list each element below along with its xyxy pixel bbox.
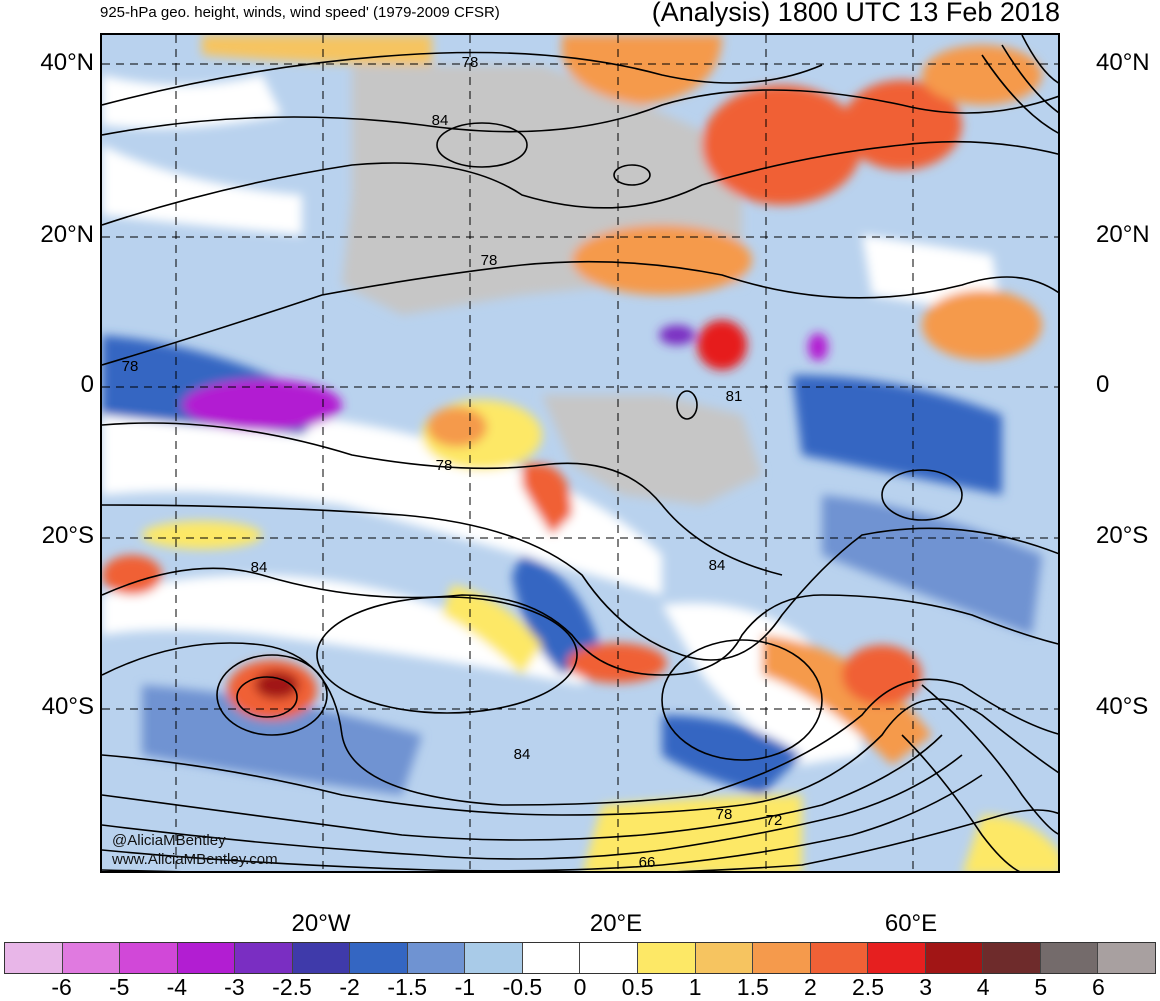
colorbar-tick-label: 2 (803, 974, 817, 1000)
contour-label: 78 (716, 806, 733, 823)
colorbar-tick-label: -1.5 (387, 974, 428, 1000)
contour-label: 72 (766, 812, 783, 829)
colorbar-tick-label: 6 (1091, 974, 1105, 1000)
contour-label: 81 (726, 388, 743, 405)
colorbar-segment (753, 943, 811, 973)
lat-label-40n-left: 40°N (40, 49, 94, 76)
colorbar (4, 942, 1156, 974)
contour-label: 78 (122, 358, 139, 375)
colorbar-tick-label: -2.5 (272, 974, 312, 1000)
map-subtitle: 925-hPa geo. height, winds, wind speed' … (100, 4, 500, 21)
colorbar-tick-label: 4 (976, 974, 990, 1000)
colorbar-tick-label: -2 (339, 974, 360, 1000)
colorbar-tick-label: -4 (166, 974, 188, 1000)
contour-label: 78 (462, 54, 479, 71)
colorbar-tick-label: 1.5 (736, 974, 769, 1000)
weather-map: 78 84 78 78 78 84 84 84 78 72 66 81 (100, 33, 1060, 873)
contour-label: 84 (514, 746, 531, 763)
colorbar-tick-label: 0 (573, 974, 587, 1000)
colorbar-segment (5, 943, 63, 973)
colorbar-tick-label: -5 (108, 974, 130, 1000)
lon-label-60e: 60°E (884, 910, 938, 937)
contour-label: 78 (436, 457, 453, 474)
colorbar-tick-label: -3 (224, 974, 245, 1000)
colorbar-tick-label: 2.5 (852, 974, 884, 1000)
colorbar-segment (983, 943, 1041, 973)
credit-website: www.AliciaMBentley.com (112, 851, 278, 868)
contour-label: 84 (251, 559, 268, 576)
lon-label-20w: 20°W (291, 910, 351, 937)
lat-label-20n-right: 20°N (1096, 221, 1150, 248)
colorbar-segment (120, 943, 178, 973)
colorbar-segment (638, 943, 696, 973)
height-contours (102, 35, 1058, 871)
lat-label-40s-right: 40°S (1096, 693, 1149, 720)
contour-label-group: 78 84 78 78 78 84 84 84 78 72 66 81 (122, 54, 783, 871)
lat-label-0-left: 0 (80, 371, 94, 398)
colorbar-tick-label: -0.5 (502, 974, 543, 1000)
wind-speed-anomaly-field (102, 35, 1058, 871)
contour-label: 84 (432, 112, 449, 129)
colorbar-segment (695, 943, 754, 973)
contour-label: 84 (709, 557, 726, 574)
credit-handle: @AliciaMBentley (112, 832, 226, 849)
colorbar-segment (350, 943, 408, 973)
colorbar-segment (292, 943, 351, 973)
lon-label-20e: 20°E (589, 910, 643, 937)
colorbar-segment (177, 943, 236, 973)
contour-label: 66 (639, 854, 656, 871)
colorbar-tick-label: 0.5 (621, 974, 654, 1000)
colorbar-segment (580, 943, 639, 973)
lat-label-0-right: 0 (1096, 371, 1110, 398)
map-title: (Analysis) 1800 UTC 13 Feb 2018 (651, 0, 1060, 27)
colorbar-segment (1098, 943, 1155, 973)
colorbar-segment (810, 943, 869, 973)
colorbar-segment (522, 943, 581, 973)
colorbar-tick-label: -6 (51, 974, 72, 1000)
colorbar-tick-label: 5 (1034, 974, 1048, 1000)
lat-label-40s-left: 40°S (41, 693, 94, 720)
colorbar-segment (235, 943, 293, 973)
colorbar-segment (925, 943, 984, 973)
colorbar-tick-label: -1 (454, 974, 476, 1000)
map-canvas: 78 84 78 78 78 84 84 84 78 72 66 81 (102, 35, 1058, 871)
colorbar-segment (465, 943, 523, 973)
colorbar-segment (407, 943, 466, 973)
lat-label-20n-left: 20°N (40, 221, 94, 248)
contour-label: 78 (481, 252, 498, 269)
graticule (102, 35, 1058, 871)
lat-label-40n-right: 40°N (1096, 49, 1150, 76)
colorbar-segment (1040, 943, 1099, 973)
colorbar-segment (62, 943, 121, 973)
colorbar-tick-label: 1 (688, 974, 702, 1000)
lat-label-20s-left: 20°S (41, 522, 94, 549)
colorbar-segment (868, 943, 926, 973)
colorbar-tick-label: 3 (919, 974, 932, 1000)
lat-label-20s-right: 20°S (1096, 522, 1149, 549)
